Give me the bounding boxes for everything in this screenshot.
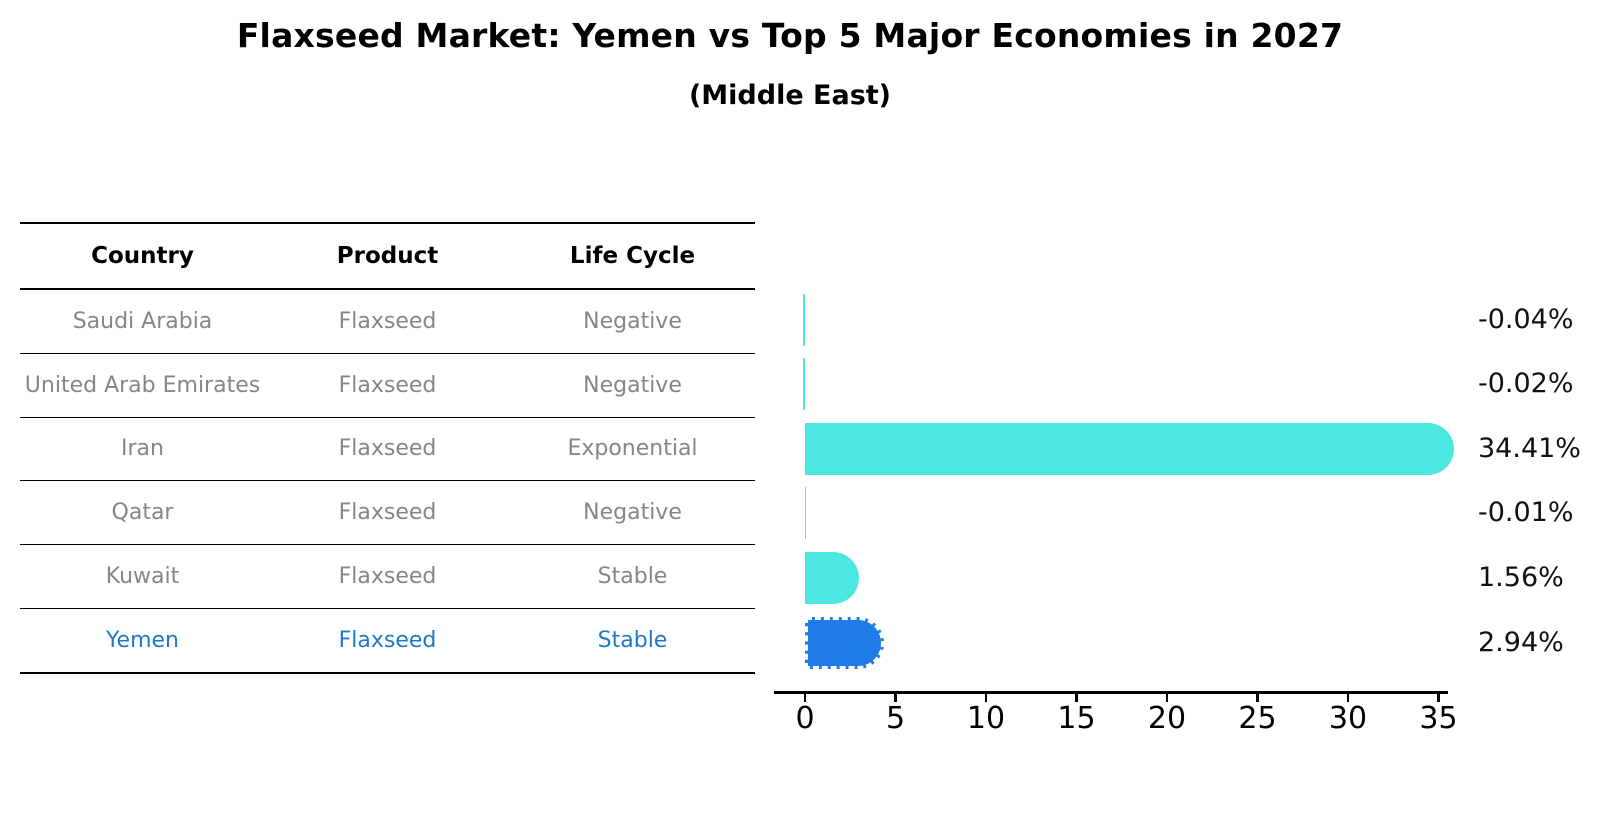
bar-value-label: 34.41%	[1478, 432, 1581, 464]
x-axis-line	[774, 691, 1448, 694]
table-header-life-cycle: Life Cycle	[569, 243, 696, 269]
cell-life-cycle: Negative	[583, 500, 682, 526]
cell-country: Saudi Arabia	[72, 308, 213, 334]
x-axis-tick-label: 0	[795, 701, 815, 736]
x-axis-tick	[1256, 693, 1259, 702]
cell-life-cycle: Stable	[597, 627, 668, 653]
cell-country: Kuwait	[105, 564, 180, 590]
table-row: Qatar Flaxseed Negative	[20, 481, 755, 546]
bar-value-label: -0.02%	[1478, 368, 1574, 400]
x-axis-tick	[1075, 693, 1078, 702]
table-header-country: Country	[91, 243, 194, 269]
cell-life-cycle: Negative	[583, 308, 682, 334]
cell-life-cycle: Negative	[583, 372, 682, 398]
table-row: Saudi Arabia Flaxseed Negative	[20, 290, 755, 354]
bar-highlight	[805, 616, 885, 669]
table-row: Kuwait Flaxseed Stable	[20, 545, 755, 609]
bar	[803, 293, 805, 346]
cell-life-cycle: Exponential	[567, 436, 698, 462]
bar	[805, 552, 860, 605]
x-axis-tick-label: 5	[885, 701, 906, 736]
bar	[803, 358, 805, 411]
country-table: Country Product Life Cycle Saudi Arabia F…	[20, 222, 755, 674]
chart-title: Flaxseed Market: Yemen vs Top 5 Major Ec…	[236, 16, 1344, 55]
table-row: Yemen Flaxseed Stable	[20, 609, 755, 674]
table-row: Iran Flaxseed Exponential	[20, 418, 755, 482]
x-axis-tick-label: 30	[1328, 701, 1368, 736]
x-axis-tick	[984, 693, 988, 702]
bar-value-label: -0.01%	[1478, 497, 1574, 529]
cell-life-cycle: Stable	[597, 564, 668, 590]
chart-subtitle: (Middle East)	[688, 80, 892, 111]
bar-value-label: -0.04%	[1478, 303, 1574, 335]
table-row: United Arab Emirates Flaxseed Negative	[20, 354, 755, 418]
x-axis-tick	[1346, 693, 1350, 702]
x-axis-tick-label: 25	[1238, 701, 1277, 736]
table-header-row: Country Product Life Cycle	[20, 222, 755, 290]
cell-product: Flaxseed	[338, 564, 437, 590]
cell-product: Flaxseed	[338, 372, 437, 398]
table-body: Saudi Arabia Flaxseed Negative United Arab …	[20, 290, 755, 674]
cell-product: Flaxseed	[338, 308, 437, 334]
x-axis-tick	[803, 693, 807, 702]
cell-product: Flaxseed	[338, 500, 437, 526]
bar	[805, 422, 1454, 475]
cell-country: Qatar	[111, 500, 174, 526]
x-axis-tick	[1165, 693, 1169, 702]
x-axis-tick-label: 20	[1147, 701, 1187, 736]
x-axis-tick	[894, 693, 897, 702]
x-axis-tick-label: 10	[966, 701, 1006, 736]
table-header-product: Product	[336, 243, 439, 269]
cell-country: United Arab Emirates	[24, 372, 261, 398]
x-axis-tick-label: 35	[1419, 701, 1458, 736]
x-axis-tick	[1437, 693, 1440, 702]
cell-product: Flaxseed	[338, 627, 437, 653]
cell-product: Flaxseed	[338, 436, 437, 462]
cell-country: Iran	[121, 436, 164, 462]
bar-value-label: 2.94%	[1478, 626, 1564, 658]
x-axis-tick-label: 15	[1057, 701, 1096, 736]
bar-value-label: 1.56%	[1478, 562, 1564, 594]
cell-country: Yemen	[106, 627, 179, 653]
